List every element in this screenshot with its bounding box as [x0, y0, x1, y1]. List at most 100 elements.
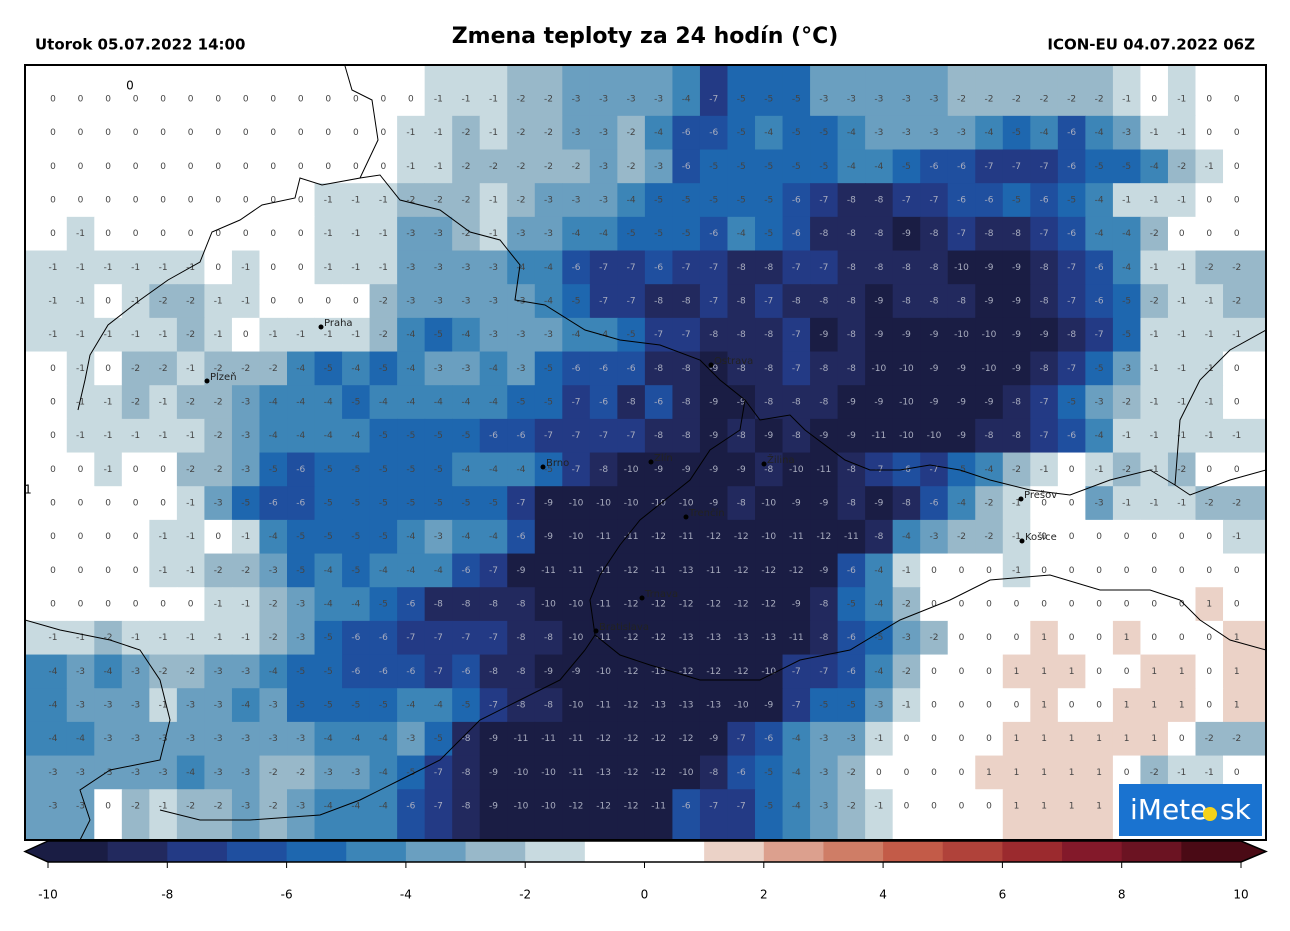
field-cell	[176, 418, 205, 454]
city-dot	[648, 459, 654, 465]
field-cell	[397, 149, 426, 184]
grid-value: -9	[847, 398, 856, 408]
grid-value: -1	[1150, 431, 1159, 441]
field-cell	[562, 418, 591, 454]
grid-value: -10	[789, 465, 804, 475]
field-cell	[287, 452, 316, 487]
grid-value: -4	[406, 364, 415, 374]
field-cell	[975, 385, 1004, 420]
grid-value: -7	[682, 330, 691, 340]
grid-value: -3	[104, 768, 113, 778]
field-cell	[1030, 385, 1059, 420]
grid-value: -7	[737, 734, 746, 744]
field-cell	[259, 149, 288, 184]
field-cell	[1167, 418, 1196, 454]
field-cell	[204, 486, 233, 521]
field-cell	[424, 418, 453, 454]
field-cell	[94, 486, 123, 521]
field-cell	[342, 519, 371, 555]
grid-value: -1	[902, 701, 911, 711]
grid-value: -3	[544, 330, 553, 340]
field-cell	[782, 654, 811, 689]
field-cell	[755, 183, 784, 218]
grid-value: -7	[929, 465, 938, 475]
field-cell	[397, 553, 426, 588]
field-cell	[1112, 519, 1141, 555]
grid-value: -11	[596, 566, 611, 576]
field-cell	[479, 115, 508, 151]
grid-value: 1	[1041, 734, 1047, 744]
grid-value: -2	[461, 196, 470, 206]
grid-value: 0	[105, 802, 111, 812]
field-cell	[755, 519, 784, 555]
field-cell	[1085, 149, 1114, 184]
grid-value: -2	[1122, 398, 1131, 408]
field-cell	[66, 553, 95, 588]
field-cell	[1167, 351, 1196, 386]
field-cell	[1223, 250, 1266, 285]
field-cell	[369, 351, 398, 386]
grid-value: -2	[929, 633, 938, 643]
grid-value: -11	[789, 532, 804, 542]
field-cell	[617, 688, 646, 723]
field-cell	[589, 519, 618, 555]
field-cell	[452, 452, 481, 487]
grid-value: -12	[761, 566, 776, 576]
field-cell	[25, 115, 68, 151]
grid-value: -1	[159, 398, 168, 408]
field-cell	[121, 688, 150, 723]
grid-value: -2	[434, 196, 443, 206]
grid-value: -6	[764, 734, 773, 744]
field-cell	[1195, 216, 1224, 252]
grid-value: 0	[50, 196, 56, 206]
field-cell	[259, 789, 288, 840]
field-cell	[920, 250, 949, 285]
field-cell	[1140, 385, 1169, 420]
grid-value: -1	[1177, 499, 1186, 509]
grid-value: -7	[461, 633, 470, 643]
field-cell	[810, 317, 839, 353]
grid-value: -6	[709, 229, 718, 239]
grid-value: 0	[1179, 600, 1185, 610]
field-cell	[534, 452, 563, 487]
grid-value: -5	[682, 229, 691, 239]
field-cell	[1140, 183, 1169, 218]
field-cell	[672, 385, 701, 420]
grid-value: 0	[959, 566, 965, 576]
grid-value: -6	[599, 364, 608, 374]
grid-value: -3	[819, 734, 828, 744]
field-cell	[699, 486, 728, 521]
field-cell	[644, 721, 673, 757]
field-cell	[1195, 519, 1224, 555]
grid-value: -5	[819, 128, 828, 138]
grid-value: 0	[1124, 600, 1130, 610]
field-cell	[176, 721, 205, 757]
field-cell	[1030, 183, 1059, 218]
grid-value: -6	[682, 162, 691, 172]
field-cell	[1223, 688, 1266, 723]
field-cell	[452, 385, 481, 420]
field-cell	[672, 317, 701, 353]
grid-value: -9	[792, 600, 801, 610]
grid-value: -3	[544, 229, 553, 239]
border	[594, 574, 1181, 681]
colorbar-extend-high	[1241, 841, 1266, 862]
field-cell	[1223, 418, 1266, 454]
city-label: Ostrava	[714, 356, 753, 367]
field-cell	[562, 250, 591, 285]
field-cell	[1195, 149, 1224, 184]
grid-value: -1	[76, 431, 85, 441]
grid-value: -9	[985, 263, 994, 273]
field-cell	[1223, 620, 1266, 656]
grid-value: -13	[706, 633, 721, 643]
field-cell	[1002, 519, 1031, 555]
grid-value: -6	[461, 667, 470, 677]
field-cell	[479, 351, 508, 386]
grid-value: -5	[764, 162, 773, 172]
grid-value: -7	[709, 297, 718, 307]
field-cell	[342, 351, 371, 386]
field-cell	[25, 385, 68, 420]
grid-value: -1	[49, 330, 58, 340]
grid-value: -1	[1232, 431, 1241, 441]
grid-value: -3	[241, 802, 250, 812]
